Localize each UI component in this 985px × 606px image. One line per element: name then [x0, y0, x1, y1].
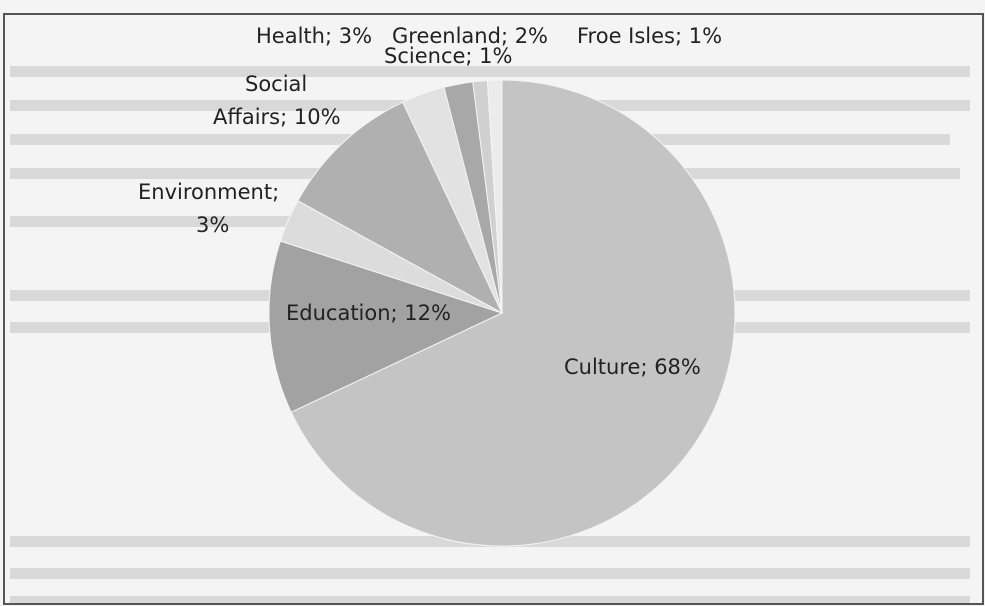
pie-slice-culture: [290, 79, 736, 547]
bg-line: [10, 66, 970, 77]
label-culture: Culture; 68%: [564, 355, 701, 379]
chart-border: [3, 13, 984, 605]
label-environment-line1: Environment;: [138, 180, 279, 204]
bg-line: [10, 596, 970, 604]
bg-line: [10, 568, 970, 579]
label-science: Science; 1%: [384, 44, 512, 68]
pie-slices: [268, 79, 736, 547]
pie-slice-social-affairs: [297, 101, 504, 315]
pie-slice-education: [268, 240, 504, 413]
label-greenland: Greenland; 2%: [392, 24, 548, 48]
bg-line: [10, 216, 430, 227]
data-labels: Culture; 68% Education; 12% Environment;…: [138, 24, 722, 379]
label-froe-isles: Froe Isles; 1%: [577, 24, 722, 48]
label-health: Health; 3%: [256, 24, 372, 48]
label-social-affairs-line2: Affairs; 10%: [213, 105, 341, 129]
label-environment-line2: 3%: [196, 213, 229, 237]
pie-slice-froe-isles: [486, 79, 503, 314]
label-social-affairs-line1: Social: [245, 72, 307, 96]
label-education: Education; 12%: [286, 301, 451, 325]
